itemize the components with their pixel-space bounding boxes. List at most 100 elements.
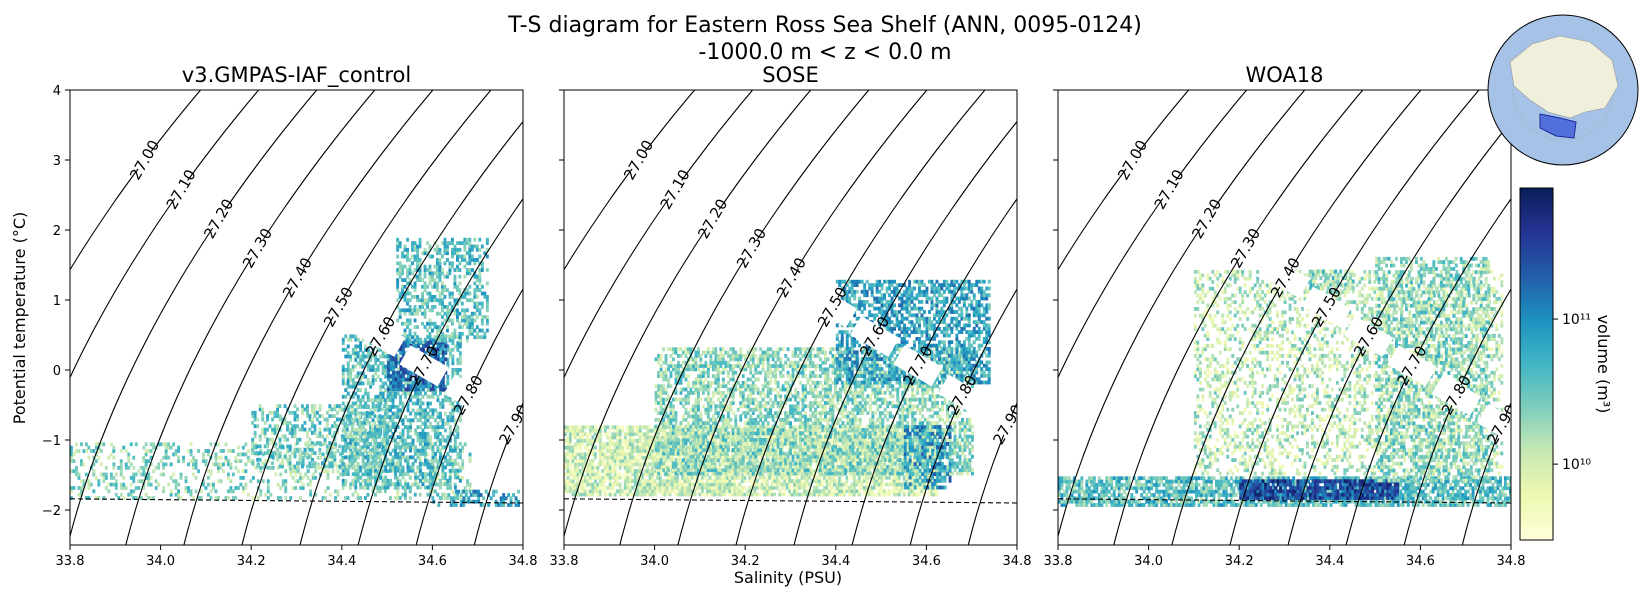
heatmap-cell: [743, 475, 747, 480]
heatmap-cell: [403, 331, 407, 336]
heatmap-cell: [658, 489, 662, 494]
heatmap-cell: [755, 479, 759, 483]
heatmap-cell: [748, 485, 752, 490]
heatmap-cell: [396, 237, 400, 242]
heatmap-cell: [144, 452, 148, 457]
heatmap-cell: [411, 418, 415, 423]
heatmap-cell: [574, 485, 577, 490]
heatmap-cell: [426, 438, 430, 443]
x-tick-label: 34.2: [237, 554, 266, 569]
heatmap-cell: [683, 455, 687, 460]
heatmap-cell: [628, 479, 632, 483]
heatmap-cell: [606, 442, 610, 446]
heatmap-cell: [366, 465, 370, 470]
heatmap-cell: [613, 445, 617, 450]
heatmap-cell: [606, 432, 610, 436]
heatmap-cell: [428, 254, 432, 259]
heatmap-cell: [84, 496, 88, 500]
heatmap-cell: [399, 350, 403, 355]
heatmap-cell: [475, 335, 479, 340]
heatmap-cell: [439, 425, 442, 429]
heatmap-cell: [453, 482, 457, 487]
heatmap-cell: [374, 378, 378, 382]
heatmap-cell: [623, 475, 627, 480]
density-contour-line: [473, 401, 523, 545]
heatmap-cell: [571, 469, 575, 473]
heatmap-cell: [608, 435, 612, 440]
heatmap-cell: [424, 442, 427, 446]
heatmap-cell: [492, 493, 496, 497]
heatmap-cell: [341, 341, 345, 345]
heatmap-cell: [431, 482, 435, 487]
heatmap-cell: [419, 405, 422, 409]
heatmap-cell: [478, 301, 482, 306]
heatmap-cell: [485, 305, 489, 309]
heatmap-cell: [419, 418, 422, 423]
heatmap-cell: [391, 411, 395, 416]
heatmap-cell: [716, 449, 719, 453]
heatmap-cell: [374, 475, 378, 480]
heatmap-cell: [306, 410, 309, 415]
heatmap-cell: [374, 394, 378, 399]
heatmap-cell: [458, 448, 462, 453]
heatmap-cell: [465, 241, 469, 245]
heatmap-cell: [359, 364, 363, 369]
heatmap-cell: [263, 444, 267, 449]
heatmap-cell: [279, 486, 283, 490]
heatmap-cell: [398, 479, 402, 484]
heatmap-cell: [446, 462, 450, 467]
heatmap-cell: [433, 455, 437, 460]
heatmap-cell: [598, 485, 602, 490]
heatmap-cell: [406, 291, 409, 296]
heatmap-cell: [374, 449, 377, 453]
heatmap-cell: [80, 442, 83, 447]
heatmap-cell: [444, 455, 447, 460]
heatmap-cell: [346, 442, 350, 446]
heatmap-cell: [666, 482, 670, 487]
heatmap-cell: [603, 479, 607, 483]
heatmap-cell: [456, 288, 459, 292]
heatmap-cell: [456, 241, 459, 245]
heatmap-cell: [284, 452, 288, 457]
heatmap-cell: [411, 465, 415, 470]
heatmap-cell: [359, 448, 363, 453]
heatmap-cell: [477, 489, 481, 494]
heatmap-cell: [404, 340, 408, 345]
heatmap-cell: [566, 465, 570, 470]
heatmap-cell: [298, 437, 302, 442]
heatmap-cell: [341, 368, 345, 372]
heatmap-cell: [666, 459, 670, 463]
heatmap-cell: [356, 448, 360, 453]
heatmap-cell: [507, 503, 510, 507]
heatmap-cell: [259, 469, 263, 474]
heatmap-cell: [371, 368, 375, 372]
heatmap-cell: [683, 492, 687, 497]
heatmap-cell: [623, 472, 627, 477]
heatmap-cell: [696, 489, 699, 494]
heatmap-cell: [716, 485, 719, 490]
heatmap-cell: [401, 465, 405, 470]
heatmap-cell: [399, 387, 403, 392]
heatmap-cell: [286, 462, 290, 467]
heatmap-cell: [626, 482, 630, 487]
heatmap-cell: [424, 431, 427, 436]
heatmap-cell: [419, 415, 422, 419]
heatmap-cell: [760, 475, 764, 480]
heatmap-cell: [408, 318, 412, 323]
heatmap-cell: [478, 328, 482, 333]
heatmap-cell: [336, 489, 340, 494]
freezing-line: [69, 498, 524, 504]
heatmap-cell: [703, 482, 707, 487]
heatmap-cell: [688, 485, 692, 490]
heatmap-cell: [443, 251, 447, 256]
heatmap-cell: [402, 374, 405, 378]
heatmap-cell: [698, 432, 702, 436]
heatmap-cell: [204, 486, 208, 490]
heatmap-cell: [341, 418, 345, 423]
heatmap-cell: [451, 321, 454, 326]
heatmap-cell: [453, 301, 457, 306]
heatmap-cell: [426, 418, 430, 423]
heatmap-cell: [164, 455, 168, 460]
heatmap-cell: [418, 261, 422, 266]
heatmap-cell: [683, 479, 687, 483]
